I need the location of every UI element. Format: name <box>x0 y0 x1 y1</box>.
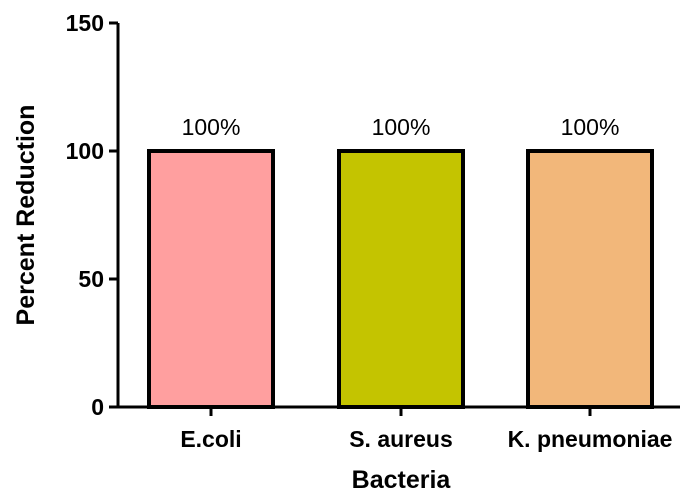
y-tick-label-150: 150 <box>66 10 104 36</box>
x-tick-label-1: E.coli <box>180 426 241 452</box>
bars-group <box>147 149 654 409</box>
y-tick-label-50: 50 <box>78 266 104 292</box>
bar-3 <box>526 149 654 409</box>
y-tick-label-100: 100 <box>66 138 104 164</box>
x-axis-title: Bacteria <box>352 466 452 494</box>
bar-2 <box>337 149 465 409</box>
y-tick-label-0: 0 <box>91 394 104 420</box>
data-labels-group: 100% 100% 100% <box>182 114 620 140</box>
data-label-2: 100% <box>372 114 431 140</box>
y-axis-title: Percent Reduction <box>12 105 40 326</box>
bar-1 <box>147 149 275 409</box>
y-axis: 0 50 100 150 <box>66 10 120 420</box>
data-label-1: 100% <box>182 114 241 140</box>
x-tick-label-2: S. aureus <box>349 426 453 452</box>
x-axis: E.coli S. aureus K. pneumoniae <box>117 405 680 452</box>
x-tick-label-3: K. pneumoniae <box>508 426 673 452</box>
data-label-3: 100% <box>561 114 620 140</box>
